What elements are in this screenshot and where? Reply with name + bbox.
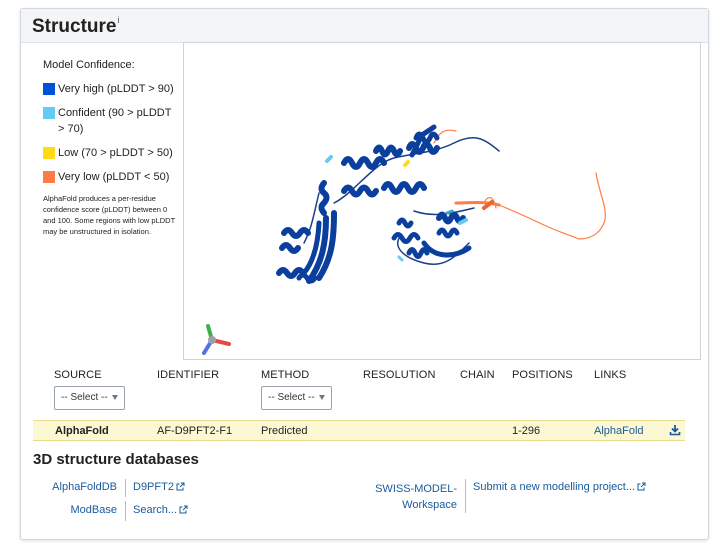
very-high-swatch bbox=[43, 83, 55, 95]
table-row: AlphaFold AF-D9PFT2-F1 Predicted 1-296 A… bbox=[33, 420, 685, 441]
legend-item-very-high: Very high (pLDDT > 90) bbox=[43, 81, 175, 97]
confident-swatch bbox=[43, 107, 55, 119]
external-link-icon bbox=[179, 505, 188, 514]
legend-item-confident: Confident (90 > pLDDT > 70) bbox=[43, 105, 175, 137]
modbase-search-link[interactable]: Search... bbox=[133, 504, 188, 516]
chevron-down-icon bbox=[112, 395, 118, 400]
col-method: METHOD bbox=[261, 369, 310, 381]
divider bbox=[465, 479, 466, 513]
d9pft2-link[interactable]: D9PFT2 bbox=[133, 481, 185, 493]
download-icon[interactable] bbox=[669, 424, 681, 436]
external-link-icon bbox=[176, 482, 185, 491]
info-icon[interactable]: i bbox=[117, 15, 120, 25]
structure-card: Structurei Model Confidence: Very high (… bbox=[20, 8, 709, 540]
protein-structure-render bbox=[202, 124, 606, 355]
submit-modelling-link[interactable]: Submit a new modelling project... bbox=[473, 481, 646, 493]
legend-label: Very low (pLDDT < 50) bbox=[58, 171, 170, 183]
row-identifier: AF-D9PFT2-F1 bbox=[157, 425, 233, 437]
alphafold-link[interactable]: AlphaFold bbox=[594, 425, 644, 437]
structure-table-header: SOURCE IDENTIFIER METHOD RESOLUTION CHAI… bbox=[21, 364, 708, 424]
chevron-down-icon bbox=[319, 395, 325, 400]
legend-item-very-low: Very low (pLDDT < 50) bbox=[43, 169, 175, 185]
alphafolddb-label: AlphaFoldDB bbox=[52, 481, 117, 493]
legend-item-low: Low (70 > pLDDT > 50) bbox=[43, 145, 175, 161]
low-swatch bbox=[43, 147, 55, 159]
col-identifier: IDENTIFIER bbox=[157, 369, 220, 381]
row-method: Predicted bbox=[261, 425, 308, 437]
legend-title: Model Confidence: bbox=[43, 59, 135, 71]
row-source: AlphaFold bbox=[55, 425, 109, 437]
swiss-model-label: SWISS-MODEL- Workspace bbox=[375, 483, 457, 511]
page-title: Structurei bbox=[32, 15, 120, 37]
databases-title: 3D structure databases bbox=[33, 451, 199, 468]
modbase-label: ModBase bbox=[70, 504, 117, 516]
card-header: Structurei bbox=[21, 9, 708, 43]
legend-note: AlphaFold produces a per-residue confide… bbox=[43, 194, 176, 236]
col-links: LINKS bbox=[594, 369, 627, 381]
method-filter-select[interactable]: -- Select -- bbox=[261, 386, 332, 410]
col-chain: CHAIN bbox=[460, 369, 495, 381]
legend-label: Low (70 > pLDDT > 50) bbox=[58, 147, 173, 159]
legend-label: Very high (pLDDT > 90) bbox=[58, 83, 174, 95]
source-filter-select[interactable]: -- Select -- bbox=[54, 386, 125, 410]
confidence-legend: Model Confidence: Very high (pLDDT > 90)… bbox=[43, 59, 175, 237]
col-resolution: RESOLUTION bbox=[363, 369, 436, 381]
divider bbox=[125, 501, 126, 521]
row-positions: 1-296 bbox=[512, 425, 541, 437]
divider bbox=[125, 479, 126, 497]
col-source: SOURCE bbox=[54, 369, 102, 381]
databases-list: AlphaFoldDB D9PFT2 ModBase Search... SWI… bbox=[21, 479, 710, 539]
legend-label: Confident (90 > pLDDT > 70) bbox=[58, 107, 172, 135]
col-positions: POSITIONS bbox=[512, 369, 573, 381]
external-link-icon bbox=[637, 482, 646, 491]
axes-widget bbox=[202, 324, 231, 355]
structure-viewer[interactable] bbox=[183, 42, 701, 360]
very-low-swatch bbox=[43, 171, 55, 183]
